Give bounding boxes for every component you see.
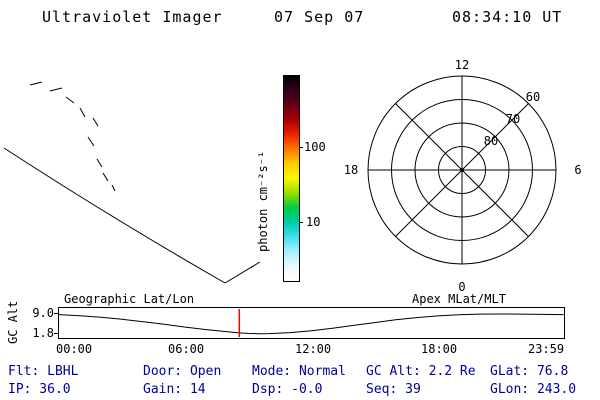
status-flt: Flt: LBHL bbox=[8, 364, 79, 379]
status-glat: GLat: 76.8 bbox=[490, 364, 569, 379]
geographic-map bbox=[3, 81, 261, 284]
strip-chart-frame bbox=[58, 307, 565, 339]
header-date: 07 Sep 07 bbox=[274, 8, 365, 26]
strip-xtick-0600: 06:00 bbox=[168, 342, 205, 356]
status-glon: GLon: 243.0 bbox=[490, 382, 577, 397]
polar-center-dot bbox=[460, 168, 464, 172]
polar-dial: 12 0 18 6 60 70 80 bbox=[344, 58, 582, 294]
gc-alt-plot bbox=[58, 309, 564, 337]
polar-panel-title: Apex MLat/MLT bbox=[412, 292, 506, 306]
strip-ylabel: GC Alt bbox=[6, 300, 20, 344]
colorbar-tick-100 bbox=[299, 147, 303, 148]
mlat-label-60: 60 bbox=[526, 90, 540, 104]
strip-xtick-1800: 18:00 bbox=[421, 342, 458, 356]
strip-ytickmark-1.8 bbox=[54, 333, 58, 334]
status-mode: Mode: Normal bbox=[252, 364, 346, 379]
map-panel-title: Geographic Lat/Lon bbox=[64, 292, 195, 306]
mlt-label-18: 18 bbox=[344, 163, 358, 177]
colorbar-tick-10 bbox=[299, 222, 303, 223]
mlt-label-0: 0 bbox=[458, 280, 465, 294]
status-gc-alt: GC Alt: 2.2 Re bbox=[366, 364, 476, 379]
status-gain: Gain: 14 bbox=[143, 382, 206, 397]
strip-ytick-9: 9.0 bbox=[32, 306, 54, 320]
limb-line bbox=[224, 261, 261, 284]
mlat-label-80: 80 bbox=[484, 134, 498, 148]
mlat-label-70: 70 bbox=[506, 112, 520, 126]
strip-ytickmark-9 bbox=[54, 313, 58, 314]
status-seq: Seq: 39 bbox=[366, 382, 421, 397]
mlt-label-12: 12 bbox=[455, 58, 469, 72]
gc-alt-curve bbox=[58, 313, 564, 335]
colorbar-label: photon cm⁻²s⁻¹ bbox=[256, 150, 270, 252]
colorbar-tick-label-100: 100 bbox=[304, 140, 326, 154]
status-ip: IP: 36.0 bbox=[8, 382, 71, 397]
strip-xtick-0000: 00:00 bbox=[56, 342, 93, 356]
app-title: Ultraviolet Imager bbox=[42, 8, 223, 26]
terminator-curve bbox=[3, 147, 226, 284]
strip-ytick-1.8: 1.8 bbox=[32, 326, 54, 340]
strip-xtick-2359: 23:59 bbox=[528, 342, 565, 356]
strip-xtick-1200: 12:00 bbox=[295, 342, 332, 356]
colorbar-gradient bbox=[283, 75, 300, 282]
status-door: Door: Open bbox=[143, 364, 222, 379]
status-dsp: Dsp: -0.0 bbox=[252, 382, 323, 397]
header-time: 08:34:10 UT bbox=[452, 8, 563, 26]
coastline-fragments bbox=[29, 81, 116, 192]
mlt-label-6: 6 bbox=[574, 163, 581, 177]
colorbar-tick-label-10: 10 bbox=[306, 215, 321, 229]
